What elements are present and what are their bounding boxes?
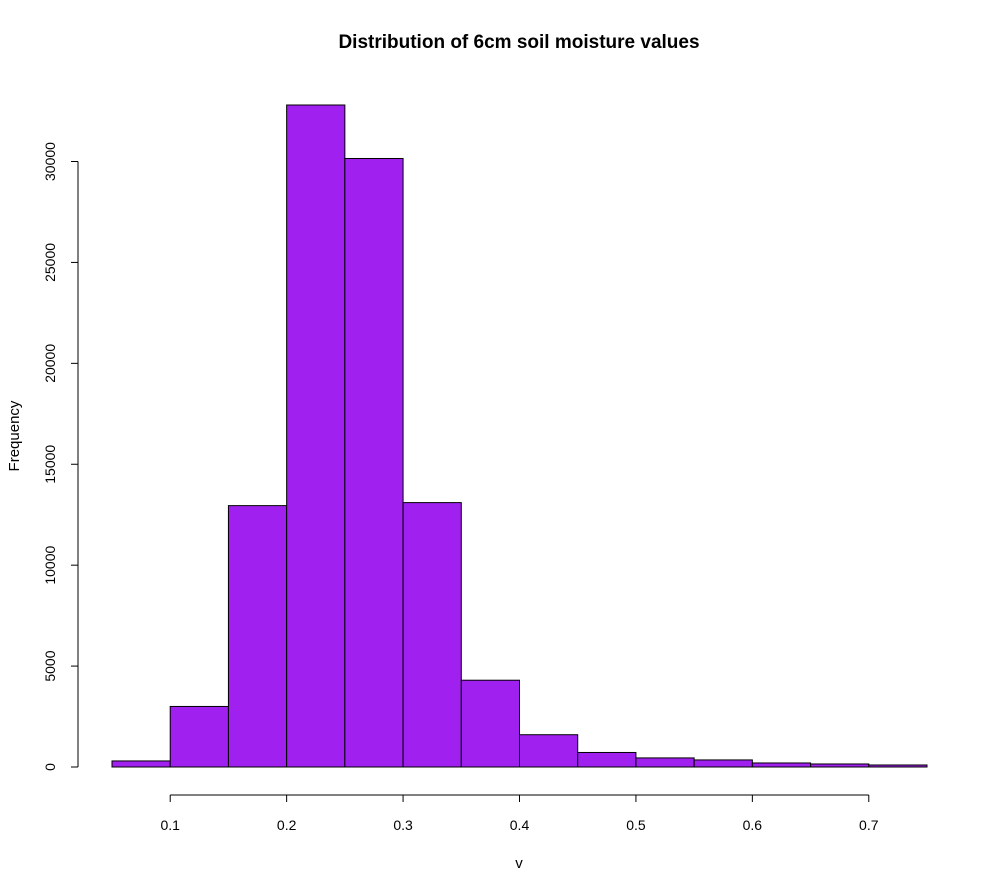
histogram-bar bbox=[868, 764, 928, 768]
histogram-bar bbox=[810, 763, 870, 768]
y-tick-label: 15000 bbox=[42, 445, 58, 484]
y-tick-label: 0 bbox=[42, 763, 58, 771]
histogram-bar bbox=[519, 734, 579, 768]
histogram-bar bbox=[344, 157, 404, 768]
histogram-bar bbox=[751, 762, 812, 768]
histogram-bar bbox=[693, 759, 753, 768]
y-tick-label: 30000 bbox=[42, 142, 58, 181]
histogram-bar bbox=[402, 502, 462, 768]
histogram-bar bbox=[577, 751, 637, 768]
x-tick-label: 0.4 bbox=[510, 817, 530, 833]
y-tick-label: 25000 bbox=[42, 243, 58, 282]
histogram-bar bbox=[111, 760, 171, 768]
histogram-bar bbox=[169, 705, 229, 768]
x-axis: 0.1 0.2 0.3 0.4 0.5 0.6 0.7 bbox=[160, 794, 879, 833]
y-axis-label: Frequency bbox=[6, 400, 23, 471]
y-axis: 0 5000 10000 15000 20000 25000 30000 bbox=[42, 142, 79, 771]
x-axis-label: v bbox=[515, 855, 523, 872]
histogram-bar bbox=[635, 757, 695, 768]
bars-group bbox=[111, 104, 928, 768]
x-tick-label: 0.7 bbox=[859, 817, 879, 833]
x-tick-label: 0.5 bbox=[626, 817, 646, 833]
chart-title: Distribution of 6cm soil moisture values bbox=[338, 32, 699, 53]
x-tick-label: 0.1 bbox=[160, 817, 180, 833]
histogram-bar bbox=[227, 505, 288, 768]
y-tick-label: 10000 bbox=[42, 545, 58, 584]
histogram-bar bbox=[286, 104, 346, 768]
x-tick-label: 0.6 bbox=[743, 817, 763, 833]
x-tick-label: 0.2 bbox=[277, 817, 297, 833]
x-tick-label: 0.3 bbox=[393, 817, 413, 833]
y-tick-label: 20000 bbox=[42, 344, 58, 383]
y-tick-label: 5000 bbox=[42, 650, 58, 681]
histogram-bar bbox=[460, 679, 520, 768]
